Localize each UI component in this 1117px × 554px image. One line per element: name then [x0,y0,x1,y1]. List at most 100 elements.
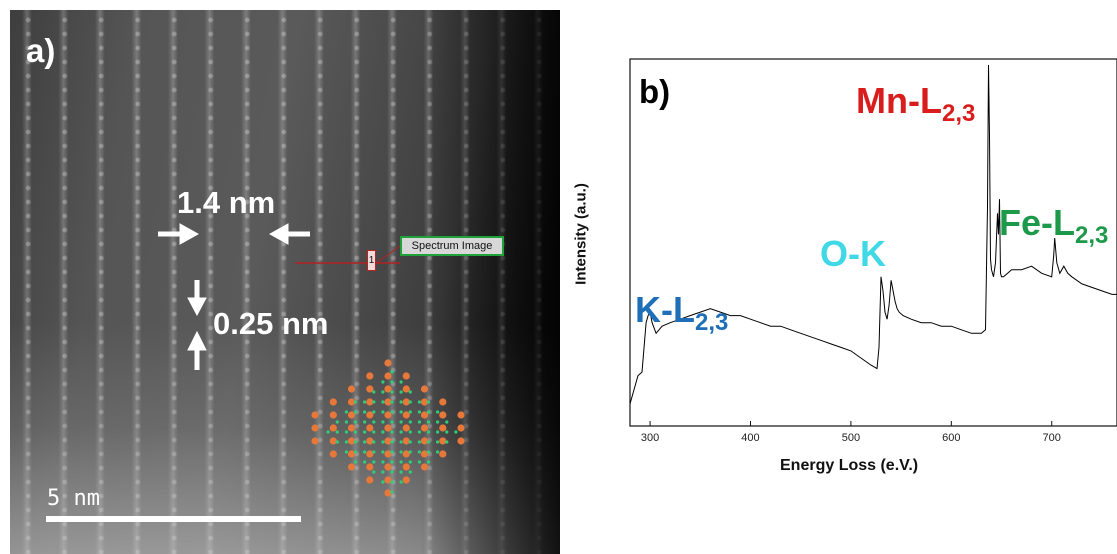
atom-large [384,372,392,380]
x-tick-label-400: 400 [741,432,760,444]
atom-small [390,450,394,454]
y-axis-label: Intensity (a.u.) [572,183,590,285]
atom-large [457,411,465,419]
atom-small [390,460,394,464]
atom-large [329,450,337,458]
panel-a-label: a) [26,32,56,69]
atom-large [366,476,374,484]
atom-small [399,420,403,424]
stem-image-panel: a) 1.4 nm 0.25 nm Spectrum Image 1 5 nm [10,10,560,554]
atom-small [381,420,385,424]
atom-small [353,400,358,404]
x-tick-label-300: 300 [640,432,660,444]
atom-large [402,437,410,445]
atom-large [366,463,374,471]
atom-large [311,411,319,419]
atom-small [408,450,412,454]
k-peak-label: K-L2,3 [635,292,728,335]
spectrum-trace [629,64,1117,405]
atom-large [347,437,356,445]
atom-small [344,450,348,454]
atom-small [363,410,367,414]
atom-small [372,470,376,474]
atom-large [420,437,429,445]
atom-small [417,400,421,404]
plot-frame [629,58,1117,427]
atom-small [372,430,376,434]
ok-peak-text: O-K [820,233,886,274]
x-ticks [649,421,1053,426]
atom-small [344,420,348,424]
width-measurement: 1.4 nm [177,185,276,220]
atom-small [381,390,385,394]
atom-large [384,437,392,445]
k-peak-text: K-L [635,289,695,330]
atom-small [399,410,403,414]
atom-small [353,460,358,464]
atom-large [439,398,447,406]
atom-small [353,420,358,424]
atom-small [363,460,367,464]
atom-small [353,450,358,454]
atom-small [417,410,421,414]
scale-bar [46,516,301,522]
atom-small [426,450,431,454]
atom-small [445,420,449,424]
atom-small [399,480,403,484]
atom-small [381,440,385,444]
atom-small [436,410,440,414]
atom-large [402,463,410,471]
atom-large [439,424,447,432]
atom-large [402,398,410,406]
ok-peak-label: O-K [820,236,886,272]
atom-small [408,410,412,414]
atom-large [439,450,447,458]
atom-small [436,420,440,424]
atom-large [384,385,392,393]
mn-peak-text: Mn-L [856,80,942,121]
atom-large [366,411,374,419]
atom-large [329,437,337,445]
atom-small [363,440,367,444]
atom-small [390,420,394,424]
fe-peak-sub: 2,3 [1075,222,1109,249]
atom-small [426,400,431,404]
atom-small [426,410,431,414]
atom-small [326,430,330,434]
spectrum-marker[interactable]: 1 [367,250,376,271]
atom-large [384,398,392,406]
fe-peak-text: Fe-L [999,202,1075,243]
atom-small [399,470,403,474]
atom-large [384,489,392,497]
atom-small [363,400,367,404]
atom-small [436,430,440,434]
atom-small [381,460,385,464]
atom-small [381,480,385,484]
atom-small [381,380,385,384]
mn-peak-label: Mn-L2,3 [856,83,975,126]
atom-small [372,390,376,394]
atom-large [402,372,410,380]
atom-large [439,411,447,419]
atom-small [408,400,412,404]
mn-peak-sub: 2,3 [941,100,976,127]
atom-large [347,424,356,432]
atom-large [366,437,374,445]
atom-large [420,398,429,406]
atom-small [381,410,385,414]
atom-small [399,400,403,404]
k-peak-sub: 2,3 [694,309,729,336]
atom-small [408,470,412,474]
atom-large [402,385,410,393]
atom-small [381,430,385,434]
atom-large [347,411,356,419]
atom-large [347,398,356,406]
atom-small [417,430,421,434]
x-tick-label-600: 600 [942,432,961,444]
spectrum-image-tag[interactable]: Spectrum Image [400,236,504,256]
x-axis-label: Energy Loss (e.V.) [780,457,919,474]
atom-small [344,440,348,444]
atom-small [372,460,376,464]
atom-small [390,390,394,394]
atom-large [402,450,410,458]
